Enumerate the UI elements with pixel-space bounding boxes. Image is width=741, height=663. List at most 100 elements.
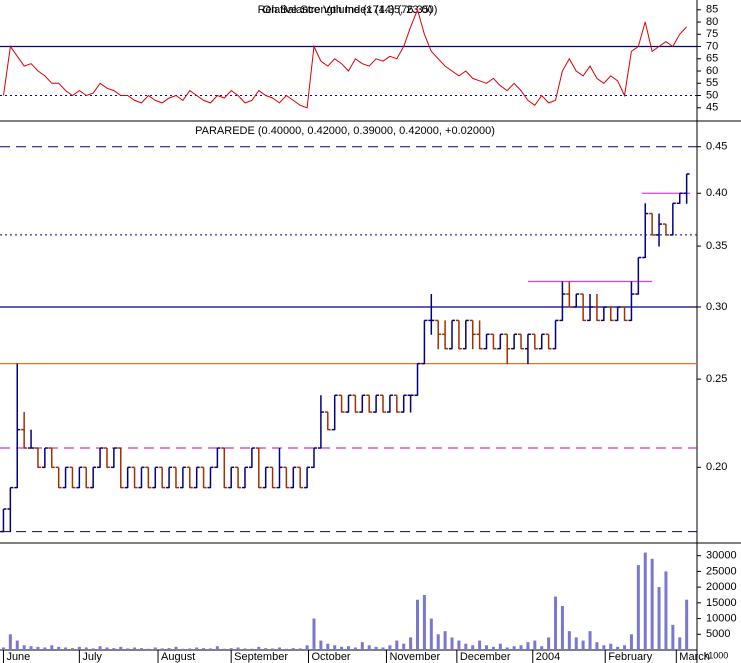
y-tick-label: 0.20 (706, 461, 727, 473)
volume-bar (616, 646, 620, 650)
volume-bar (43, 647, 47, 650)
volume-bar (664, 571, 668, 650)
volume-bar (174, 646, 178, 650)
y-tick-label: 50 (706, 89, 718, 101)
volume-bar (402, 643, 406, 650)
volume-bar (512, 646, 516, 650)
volume-bar (519, 645, 523, 650)
x-tick-label: March (679, 651, 710, 663)
x-tick-label: November (389, 651, 440, 663)
volume-bar (609, 643, 613, 650)
volume-bar (326, 643, 330, 650)
volume-bar (367, 645, 371, 650)
y-tick-label: 10000 (706, 612, 737, 624)
volume-bar (540, 646, 544, 650)
volume-bar (188, 648, 192, 650)
volume-bar (298, 648, 302, 650)
volume-bar (222, 648, 226, 650)
volume-bar (8, 634, 12, 650)
volume-bar (36, 646, 40, 650)
volume-bar (340, 646, 344, 650)
y-tick-label: 0.30 (706, 301, 727, 313)
volume-bar (643, 552, 647, 650)
y-tick-label: 25000 (706, 565, 737, 577)
volume-bar (650, 558, 654, 650)
volume-bar (560, 605, 564, 650)
volume-bar (547, 637, 551, 650)
volume-bar (581, 640, 585, 650)
volume-bar (215, 646, 219, 650)
volume-bar (264, 648, 268, 650)
volume-bar (77, 646, 81, 650)
volume-bar (236, 647, 240, 650)
volume-bar (533, 640, 537, 650)
volume-bar (153, 647, 157, 650)
y-tick-label: 5000 (706, 628, 730, 640)
volume-bar (1, 647, 5, 650)
volume-bar (602, 645, 606, 650)
volume-bar (84, 647, 88, 650)
volume-bar (416, 599, 420, 650)
indicator-title: On Balance Volume (174.35, 23.00) (263, 4, 438, 16)
volume-bar (181, 648, 185, 650)
volume-bar (409, 637, 413, 650)
volume-bar (623, 645, 627, 650)
volume-bar (284, 648, 288, 650)
volume-bar (554, 596, 558, 650)
volume-bar (636, 565, 640, 650)
volume-bar (105, 647, 109, 650)
volume-bar (277, 647, 281, 650)
x-tick-label: July (82, 651, 102, 663)
volume-bar (139, 648, 143, 650)
volume-bar (505, 647, 509, 650)
volume-bar (374, 646, 378, 650)
indicator-line (3, 8, 687, 109)
volume-bar (319, 640, 323, 650)
volume-bar (291, 648, 295, 650)
volume-bar (388, 645, 392, 650)
volume-bar (126, 648, 130, 650)
volume-bar (526, 642, 530, 650)
volume-bar (678, 637, 682, 650)
volume-bar (70, 648, 74, 650)
volume-bar (360, 642, 364, 650)
volume-scale-label: x1000 (704, 650, 729, 660)
volume-bar (443, 631, 447, 650)
volume-bar (243, 648, 247, 650)
indicator-title: Relative Strength Index (14) (76.35) (258, 4, 433, 16)
x-tick-label: September (234, 651, 288, 663)
volume-bar (112, 648, 116, 650)
x-tick-label: December (460, 651, 511, 663)
x-tick-label: October (311, 651, 350, 663)
volume-bar (450, 637, 454, 650)
y-tick-label: 70 (706, 40, 718, 52)
y-tick-label: 20000 (706, 581, 737, 593)
x-tick-label: February (608, 651, 653, 663)
volume-bar (50, 645, 54, 650)
volume-bar (436, 634, 440, 650)
volume-bar (195, 647, 199, 650)
x-tick-label: 2004 (536, 651, 560, 663)
volume-bar (629, 634, 633, 650)
volume-bar (588, 631, 592, 650)
volume-bar (229, 648, 233, 650)
volume-bar (422, 594, 426, 650)
y-tick-label: 75 (706, 28, 718, 40)
volume-bar (22, 645, 26, 650)
y-tick-label: 55 (706, 77, 718, 89)
volume-bar (395, 640, 399, 650)
volume-bar (671, 624, 675, 650)
volume-bar (208, 648, 212, 650)
x-tick-label: June (6, 651, 30, 663)
y-tick-label: 45 (706, 102, 718, 114)
y-tick-label: 0.45 (706, 141, 727, 153)
volume-bar (595, 642, 599, 650)
volume-bar (491, 646, 495, 650)
volume-bar (471, 645, 475, 650)
volume-bar (574, 637, 578, 650)
volume-bar (167, 648, 171, 650)
volume-bar (347, 646, 350, 650)
volume-bar (498, 643, 502, 650)
